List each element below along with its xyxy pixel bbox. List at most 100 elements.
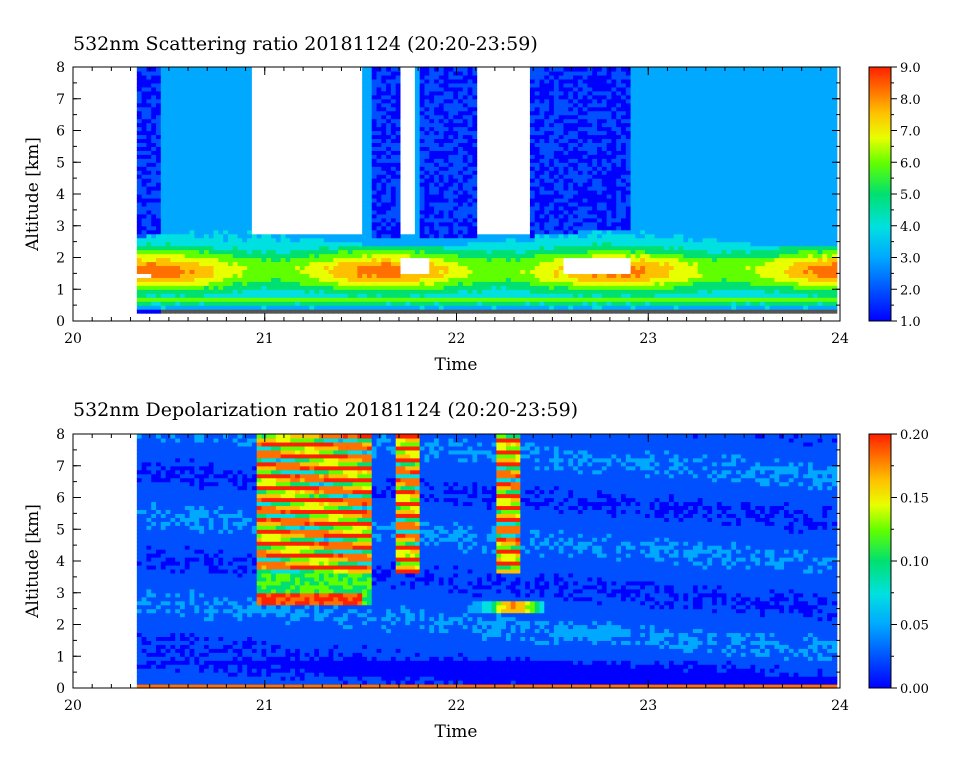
heatmap-cell [520,214,525,219]
heatmap-cell [463,226,468,231]
heatmap-cell [338,182,343,187]
heatmap-cell [156,222,161,227]
heatmap-cell [420,162,425,167]
heatmap-cell [448,127,453,132]
heatmap-cell [391,186,396,191]
heatmap-cell [391,285,396,290]
heatmap-cell [477,178,482,183]
heatmap-cell [448,230,453,235]
heatmap-cell [429,269,434,274]
heatmap-cell [266,87,271,92]
heatmap-cell [170,134,175,139]
heatmap-cell [496,71,501,76]
heatmap-cell [170,214,175,219]
heatmap-cell [218,162,223,167]
heatmap-cell [300,158,305,163]
heatmap-cell [295,194,300,199]
heatmap-cell [424,254,429,259]
heatmap-cell [295,95,300,100]
heatmap-cell [434,170,439,175]
heatmap-cell [501,297,506,302]
heatmap-cell [261,71,266,76]
heatmap-cell [448,226,453,231]
heatmap-cell [468,67,473,72]
heatmap-cell [492,202,497,207]
heatmap-cell [276,242,281,247]
heatmap-cell [305,277,310,282]
heatmap-cell [458,309,463,314]
heatmap-cell [357,261,362,266]
heatmap-cell [405,166,410,171]
heatmap-cell [391,95,396,100]
heatmap-cell [458,158,463,163]
heatmap-cell [386,226,391,231]
heatmap-cell [218,210,223,215]
heatmap-cell [439,91,444,96]
heatmap-cell [309,297,314,302]
heatmap-cell [367,178,372,183]
heatmap-cell [468,87,473,92]
heatmap-cell [353,182,358,187]
heatmap-cell [324,265,329,270]
heatmap-cell [468,277,473,282]
heatmap-cell [477,206,482,211]
heatmap-cell [137,242,142,247]
heatmap-cell [492,170,497,175]
heatmap-cell [448,190,453,195]
heatmap-cell [271,103,276,108]
heatmap-cell [501,301,506,306]
heatmap-cell [300,254,305,259]
heatmap-cell [343,174,348,179]
heatmap-cell [137,206,142,211]
heatmap-cell [338,285,343,290]
heatmap-cell [276,190,281,195]
heatmap-cell [209,269,214,274]
heatmap-cell [180,119,185,124]
heatmap-cell [309,178,314,183]
heatmap-cell [324,202,329,207]
heatmap-cell [151,107,156,112]
heatmap-cell [468,230,473,235]
heatmap-cell [204,301,209,306]
heatmap-cell [511,198,516,203]
heatmap-cell [405,154,410,159]
heatmap-cell [458,261,463,266]
heatmap-cell [516,309,521,314]
heatmap-cell [137,305,142,310]
heatmap-cell [496,293,501,298]
heatmap-cell [386,234,391,239]
heatmap-cell [410,95,415,100]
heatmap-cell [429,309,434,314]
heatmap-cell [439,293,444,298]
heatmap-cell [353,174,358,179]
heatmap-cell [214,246,219,251]
heatmap-cell [362,269,367,274]
heatmap-cell [511,111,516,116]
heatmap-cell [175,99,180,104]
heatmap-cell [448,123,453,128]
heatmap-cell [146,202,151,207]
heatmap-cell [516,277,521,282]
heatmap-cell [257,182,262,187]
heatmap-cell [142,115,147,120]
heatmap-cell [477,202,482,207]
heatmap-cell [271,123,276,128]
heatmap-cell [199,158,204,163]
heatmap-cell [405,162,410,167]
heatmap-cell [214,67,219,72]
heatmap-cell [266,206,271,211]
heatmap-cell [266,67,271,72]
heatmap-cell [439,131,444,136]
heatmap-cell [424,258,429,263]
heatmap-cell [362,297,367,302]
heatmap-cell [161,202,166,207]
heatmap-cell [305,95,310,100]
heatmap-cell [161,170,166,175]
heatmap-cell [458,182,463,187]
heatmap-cell [420,146,425,151]
heatmap-cell [180,190,185,195]
heatmap-cell [228,293,233,298]
heatmap-cell [228,166,233,171]
heatmap-cell [511,174,516,179]
heatmap-cell [324,166,329,171]
